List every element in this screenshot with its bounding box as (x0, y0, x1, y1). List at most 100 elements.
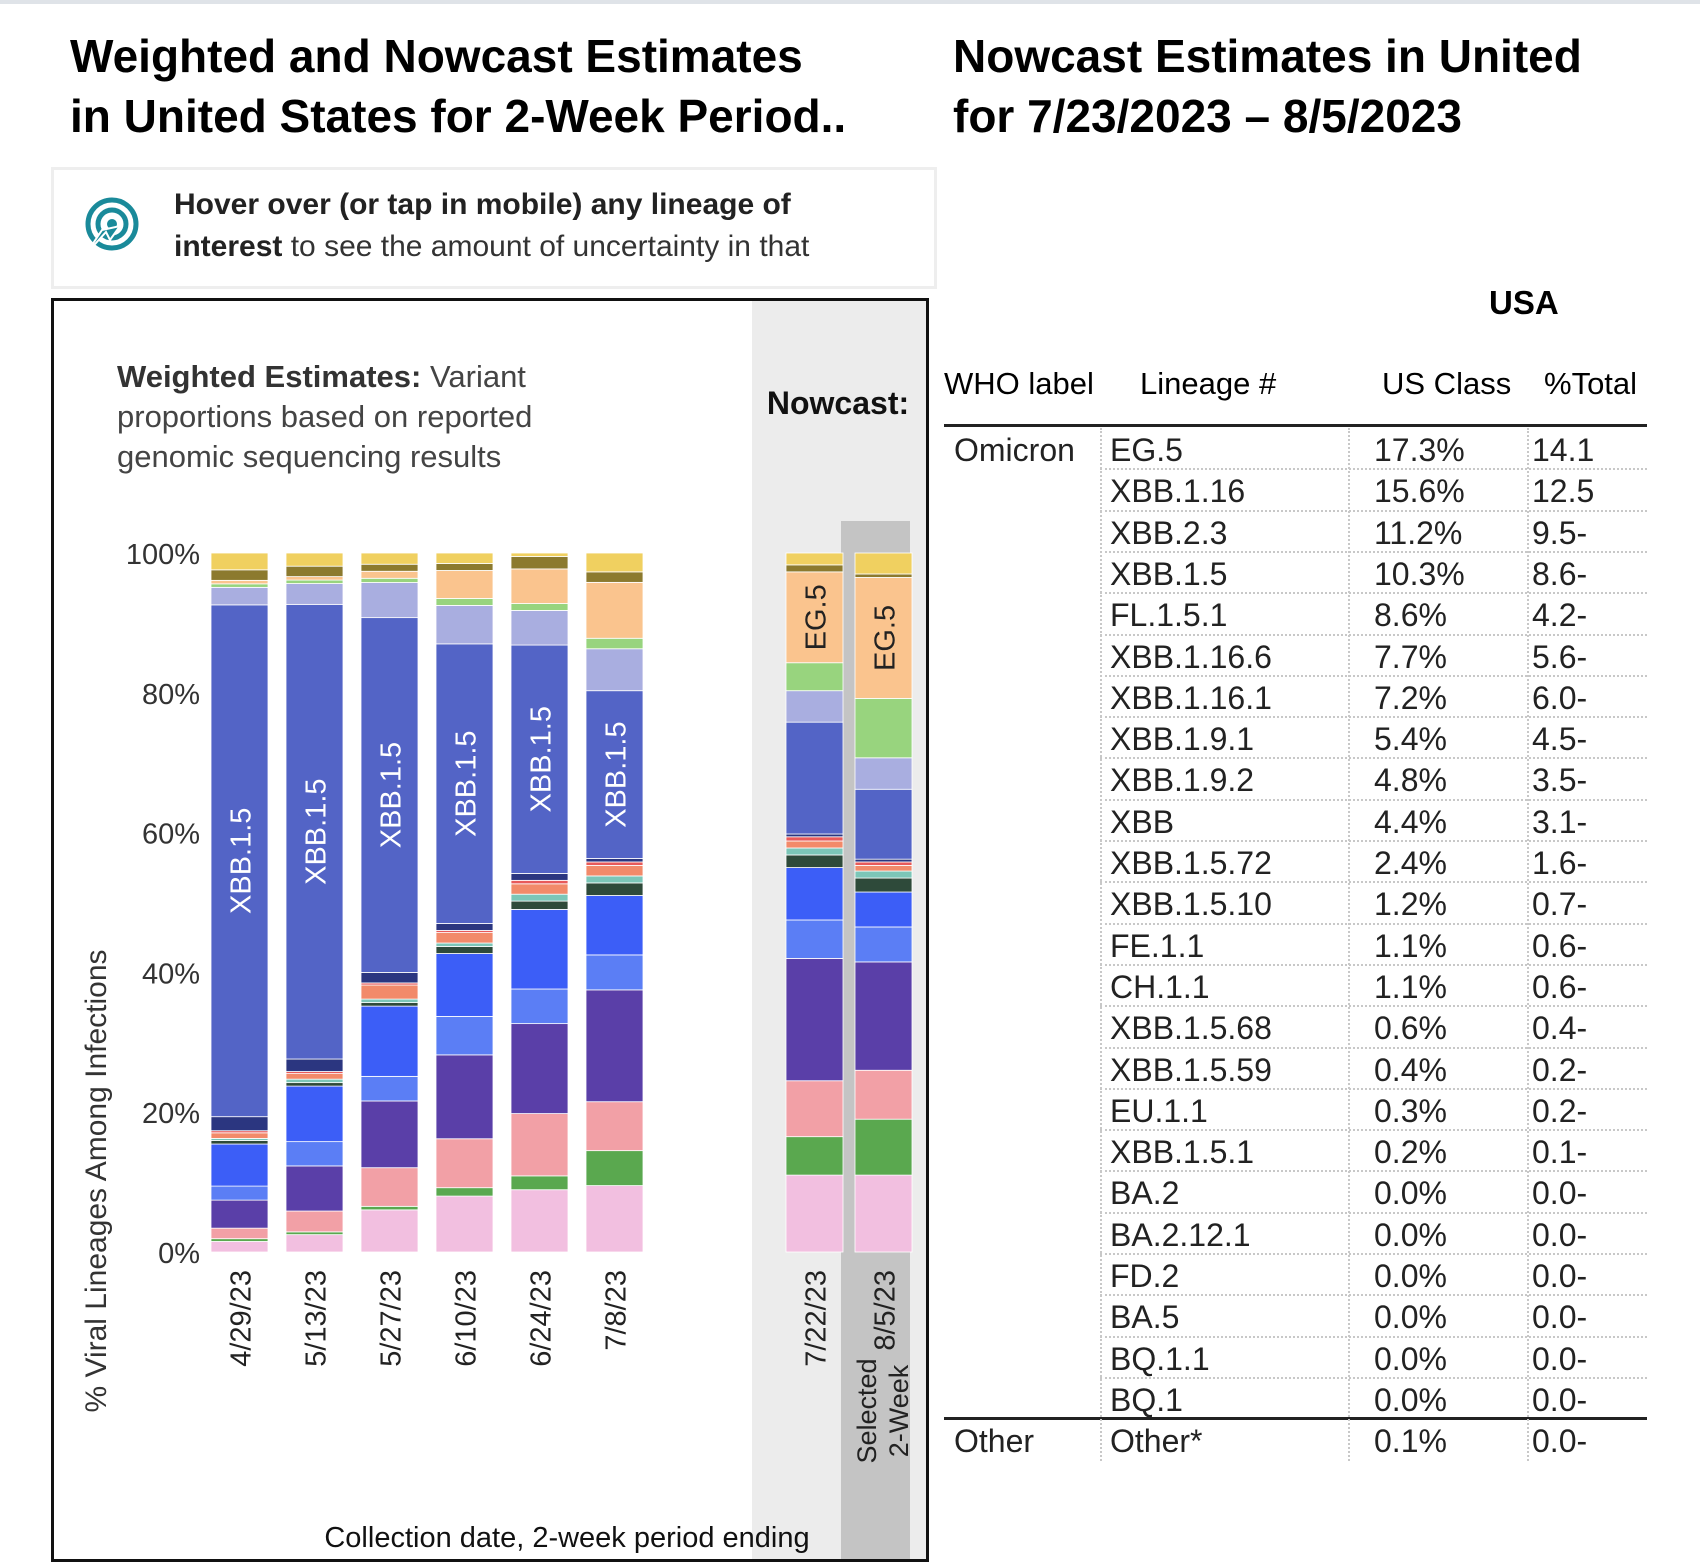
bar-segment-blue[interactable] (210, 1143, 269, 1187)
bar-segment-blue[interactable] (510, 909, 569, 990)
bar-segment-pink[interactable] (210, 1241, 269, 1253)
bar-segment-red[interactable] (785, 836, 844, 842)
bar-segment-peach[interactable] (210, 579, 269, 585)
bar-segment-pink[interactable] (285, 1234, 344, 1253)
bar-segment-teal[interactable] (285, 1078, 344, 1084)
bar-segment-light_green[interactable] (435, 598, 494, 606)
bar-segment-xbb15[interactable] (285, 603, 344, 1060)
bar-segment-olive[interactable] (510, 556, 569, 570)
bar-segment-orange_red[interactable] (435, 932, 494, 944)
bar-segment-green[interactable] (285, 1231, 344, 1236)
bar-8-5-23[interactable]: EG.5 (854, 552, 913, 1253)
bar-segment-orange_red[interactable] (510, 883, 569, 895)
bar-segment-salmon[interactable] (285, 1210, 344, 1233)
bar-segment-lavender[interactable] (360, 582, 419, 619)
bar-segment-xbb15[interactable] (435, 643, 494, 924)
bar-7-22-23[interactable]: EG.5 (785, 552, 844, 1253)
bar-segment-olive[interactable] (210, 569, 269, 581)
bar-segment-lavender[interactable] (435, 605, 494, 645)
bar-segment-yellow[interactable] (210, 552, 269, 571)
table-row[interactable]: FL.1.5.1 8.6% 4.2- (940, 593, 1647, 637)
bar-segment-navy[interactable] (210, 1116, 269, 1132)
bar-segment-red[interactable] (585, 861, 644, 866)
bar-segment-peach[interactable] (510, 568, 569, 604)
table-row[interactable]: XBB.1.9.1 5.4% 4.5- (940, 717, 1647, 761)
bar-5-27-23[interactable]: XBB.1.5 (360, 552, 419, 1253)
bar-4-29-23[interactable]: XBB.1.5 (210, 552, 269, 1253)
bar-segment-light_green[interactable] (285, 579, 344, 584)
table-row[interactable]: BA.2 0.0% 0.0- (940, 1171, 1647, 1215)
bar-segment-blue[interactable] (585, 895, 644, 956)
bar-segment-blue_mid[interactable] (785, 919, 844, 959)
table-row[interactable]: CH.1.1 1.1% 0.6- (940, 965, 1647, 1009)
table-row[interactable]: BQ.1.1 0.0% 0.0- (940, 1337, 1647, 1381)
bar-segment-peach[interactable] (785, 571, 844, 664)
table-row[interactable]: XBB.1.5.1 0.2% 0.1- (940, 1130, 1647, 1174)
bar-segment-olive[interactable] (585, 571, 644, 583)
table-row[interactable]: XBB.1.5.59 0.4% 0.2- (940, 1048, 1647, 1092)
bar-segment-lavender[interactable] (785, 690, 844, 723)
bar-segment-red[interactable] (854, 861, 913, 866)
bar-segment-purple[interactable] (360, 1100, 419, 1169)
bar-segment-purple[interactable] (210, 1199, 269, 1229)
bar-segment-orange_red[interactable] (210, 1132, 269, 1139)
bar-segment-green[interactable] (210, 1238, 269, 1242)
bar-segment-yellow[interactable] (785, 552, 844, 566)
bar-segment-teal[interactable] (585, 875, 644, 884)
bar-segment-red[interactable] (510, 879, 569, 885)
bar-segment-blue_mid[interactable] (854, 926, 913, 963)
bar-segment-purple[interactable] (785, 958, 844, 1082)
bar-segment-olive[interactable] (360, 563, 419, 572)
bar-segment-xbb15[interactable] (854, 788, 913, 860)
bar-segment-xbb15[interactable] (210, 604, 269, 1118)
bar-segment-purple[interactable] (510, 1023, 569, 1114)
table-row[interactable]: FE.1.1 1.1% 0.6- (940, 924, 1647, 968)
bar-segment-yellow[interactable] (585, 552, 644, 573)
bar-segment-orange_red[interactable] (285, 1073, 344, 1080)
bar-segment-lavender[interactable] (585, 648, 644, 692)
bar-segment-salmon[interactable] (585, 1101, 644, 1152)
bar-segment-pink[interactable] (854, 1174, 913, 1253)
bar-segment-peach[interactable] (854, 577, 913, 699)
bar-segment-salmon[interactable] (854, 1069, 913, 1120)
bar-segment-blue[interactable] (785, 867, 844, 921)
table-row[interactable]: XBB.1.9.2 4.8% 3.5- (940, 758, 1647, 802)
bar-segment-purple[interactable] (285, 1165, 344, 1212)
bar-segment-pink[interactable] (435, 1195, 494, 1253)
bar-segment-lavender[interactable] (854, 757, 913, 790)
bar-segment-peach[interactable] (585, 581, 644, 639)
bar-segment-yellow[interactable] (435, 552, 494, 564)
bar-segment-navy[interactable] (854, 858, 913, 863)
bar-segment-pink[interactable] (785, 1174, 844, 1253)
table-row[interactable]: Other Other* 0.1% 0.0- (940, 1419, 1647, 1463)
bar-segment-salmon[interactable] (785, 1080, 844, 1138)
bar-segment-peach[interactable] (435, 570, 494, 599)
bar-segment-peach[interactable] (285, 576, 344, 581)
bar-segment-xbb15[interactable] (785, 721, 844, 835)
bar-segment-navy[interactable] (585, 858, 644, 863)
bar-segment-green[interactable] (785, 1136, 844, 1176)
bar-segment-light_green[interactable] (510, 603, 569, 611)
bar-segment-teal[interactable] (360, 998, 419, 1004)
bar-segment-salmon[interactable] (510, 1113, 569, 1177)
bar-segment-blue_mid[interactable] (435, 1016, 494, 1056)
table-row[interactable]: XBB.1.5.10 1.2% 0.7- (940, 882, 1647, 926)
table-row[interactable]: XBB.2.3 11.2% 9.5- (940, 511, 1647, 555)
bar-segment-green[interactable] (435, 1187, 494, 1197)
bar-segment-salmon[interactable] (210, 1227, 269, 1240)
bar-segment-blue_mid[interactable] (285, 1141, 344, 1167)
bar-segment-xbb15[interactable] (360, 617, 419, 973)
table-row[interactable]: BQ.1 0.0% 0.0- (940, 1378, 1647, 1422)
bar-segment-blue_mid[interactable] (360, 1075, 419, 1102)
bar-segment-navy[interactable] (285, 1058, 344, 1072)
bar-segment-teal[interactable] (785, 847, 844, 856)
bar-segment-yellow[interactable] (285, 552, 344, 567)
bar-segment-dark_green[interactable] (510, 900, 569, 910)
bar-segment-lavender[interactable] (285, 583, 344, 605)
bar-segment-yellow[interactable] (510, 552, 569, 557)
bar-7-8-23[interactable]: XBB.1.5 (585, 552, 644, 1253)
bar-segment-olive[interactable] (854, 573, 913, 578)
bar-segment-pink[interactable] (585, 1185, 644, 1253)
bar-segment-dark_green[interactable] (360, 1002, 419, 1007)
bar-segment-light_green[interactable] (210, 583, 269, 588)
